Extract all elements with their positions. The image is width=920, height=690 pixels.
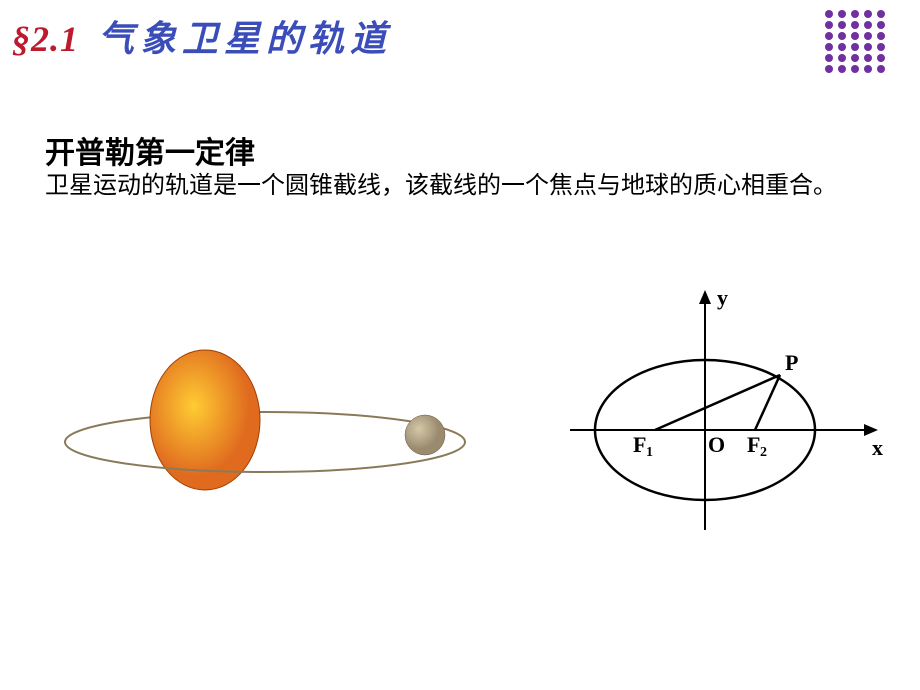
law-body-text: 卫星运动的轨道是一个圆锥截线，该截线的一个焦点与地球的质心相重合。 [45,170,875,204]
svg-text:F: F [747,432,760,457]
section-title: 气象卫星的轨道 [98,19,392,59]
law-subtitle: 开普勒第一定律 [45,128,255,172]
orbit-illustration-icon [40,330,500,530]
section-number: §2.1 [12,19,79,59]
svg-text:F: F [633,432,646,457]
slide-title: §2.1 气象卫星的轨道 [12,10,392,62]
svg-text:2: 2 [760,445,767,460]
svg-text:x: x [872,435,883,460]
svg-text:O: O [708,432,725,457]
dots-decoration-icon [823,8,898,78]
svg-text:P: P [785,350,798,375]
svg-text:1: 1 [646,445,653,460]
svg-text:y: y [717,285,728,310]
ellipse-coordinate-diagram: yxPOF1F2 [560,280,900,550]
